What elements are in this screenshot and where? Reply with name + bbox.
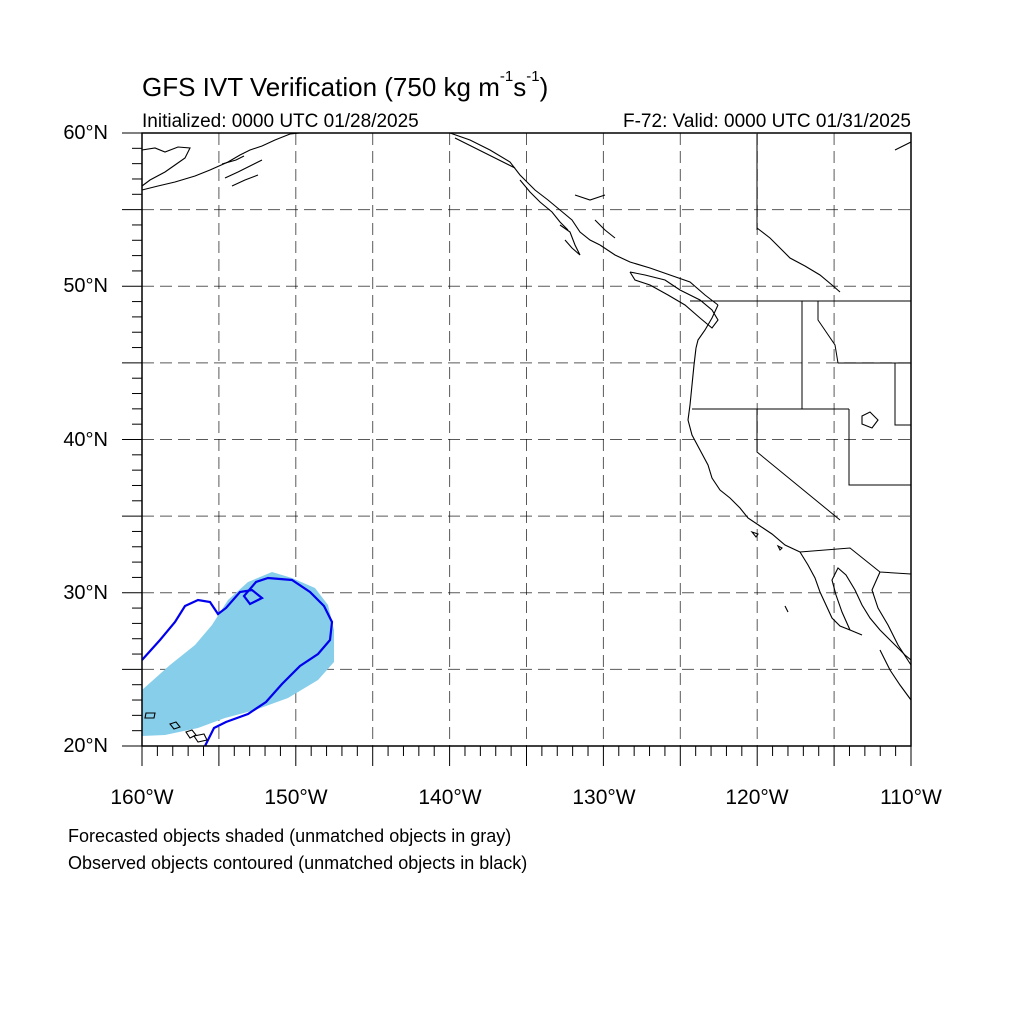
lon-label: 130°W — [572, 786, 636, 809]
axis-ticks — [122, 132, 912, 766]
plot-frame — [141, 132, 912, 747]
lon-label: 150°W — [264, 786, 328, 809]
forecast-object — [142, 572, 334, 736]
forecast-note: Forecasted objects shaded (unmatched obj… — [68, 826, 512, 846]
lat-label: 20°N — [63, 735, 108, 757]
lat-label: 40°N — [63, 429, 108, 451]
lat-label: 30°N — [63, 582, 108, 604]
observed-object-contour — [141, 576, 334, 747]
valid-time: F-72: Valid: 0000 UTC 01/31/2025 — [623, 111, 911, 132]
coastlines — [141, 132, 912, 743]
lat-label: 50°N — [63, 275, 108, 297]
lat-label: 60°N — [63, 122, 108, 144]
state-boundaries — [690, 134, 912, 575]
lon-label: 110°W — [880, 786, 942, 809]
observed-note: Observed objects contoured (unmatched ob… — [68, 853, 528, 873]
chart-title: GFS IVT Verification (750 kg m-1s-1) — [142, 68, 549, 102]
initialized-time: Initialized: 0000 UTC 01/28/2025 — [142, 111, 419, 132]
lon-label: 140°W — [418, 786, 482, 809]
lon-label: 160°W — [110, 786, 174, 809]
lon-label: 120°W — [725, 786, 789, 809]
